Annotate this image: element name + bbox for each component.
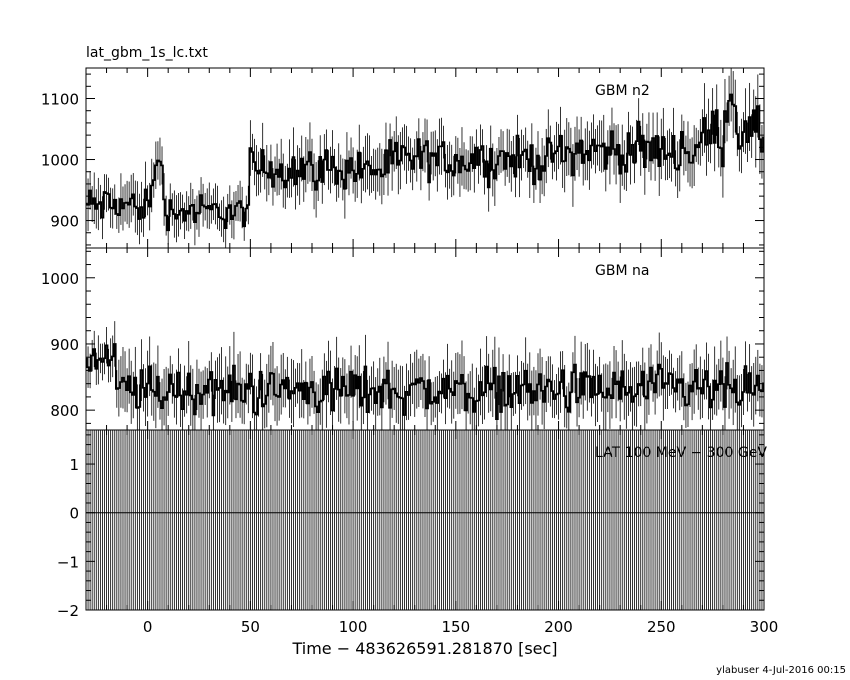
y-tick-label: 900 — [50, 213, 79, 231]
series-line — [86, 93, 764, 232]
panel-frame — [85, 429, 765, 611]
panel-gbm-n2: 900 1000 1100 GBM n2 — [41, 67, 765, 249]
x-tick-label: 250 — [647, 618, 676, 636]
series-line — [86, 343, 764, 420]
series-1 — [86, 321, 764, 430]
y-tick-label: −1 — [57, 553, 79, 571]
y-tick-label: 1000 — [41, 270, 79, 288]
footer-stamp: ylabuser 4-Jul-2016 00:15 — [716, 665, 846, 676]
x-tick-label: 100 — [339, 618, 368, 636]
series-2 — [86, 430, 764, 610]
x-tick-label: 50 — [241, 618, 260, 636]
footer-date: 4-Jul-2016 00:15 — [762, 665, 846, 676]
x-tick-label: 150 — [441, 618, 470, 636]
x-axis: 0 50 100 150 200 250 300 — [143, 618, 778, 636]
footer-user: ylabuser — [716, 665, 760, 676]
panel-lat: −2 −1 0 1 LAT 100 MeV − 300 GeV — [57, 429, 767, 620]
x-tick-label: 200 — [544, 618, 573, 636]
panel-label: GBM n2 — [595, 83, 650, 99]
y-tick-label: 800 — [50, 402, 79, 420]
y-tick-label: 1 — [69, 456, 79, 474]
x-axis-label: Time − 483626591.281870 [sec] — [292, 639, 558, 658]
x-tick-label: 0 — [143, 618, 153, 636]
panel-gbm-na: 800 900 1000 GBM na — [41, 247, 765, 431]
y-tick-label: 0 — [69, 505, 79, 523]
panel-label: LAT 100 MeV − 300 GeV — [595, 445, 767, 461]
y-tick-label: 1000 — [41, 152, 79, 170]
chart-title: lat_gbm_1s_lc.txt — [86, 45, 208, 61]
y-tick-label: −2 — [57, 602, 79, 620]
series-0 — [86, 68, 764, 248]
y-tick-label: 900 — [50, 336, 79, 354]
y-tick-label: 1100 — [41, 91, 79, 109]
panel-label: GBM na — [595, 263, 649, 279]
x-tick-label: 300 — [750, 618, 779, 636]
